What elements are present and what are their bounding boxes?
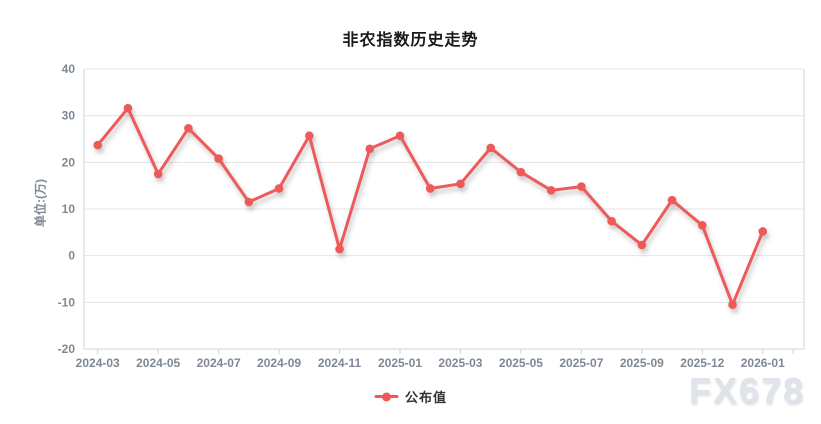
data-point[interactable] bbox=[637, 240, 647, 250]
data-point[interactable] bbox=[244, 197, 254, 207]
data-point[interactable] bbox=[546, 186, 556, 195]
x-tick-label: 2025-03 bbox=[438, 356, 482, 370]
data-point[interactable] bbox=[425, 184, 435, 193]
legend-line-marker-icon bbox=[373, 392, 398, 401]
x-tick-label: 2025-07 bbox=[559, 356, 603, 370]
data-point[interactable] bbox=[123, 103, 133, 113]
chart-title: 非农指数历史走势 bbox=[342, 32, 479, 49]
legend-dot-icon bbox=[381, 392, 391, 401]
data-point[interactable] bbox=[305, 131, 314, 141]
y-tick-label: 0 bbox=[68, 249, 75, 263]
x-tick-label: 2024-09 bbox=[257, 356, 301, 370]
legend-item-published-value[interactable]: 公布值 bbox=[373, 387, 448, 406]
data-point[interactable] bbox=[577, 182, 586, 191]
data-point[interactable] bbox=[667, 195, 677, 205]
data-point[interactable] bbox=[486, 143, 495, 153]
x-tick-label: 2024-11 bbox=[318, 356, 362, 370]
data-point[interactable] bbox=[274, 184, 284, 193]
x-tick-label: 2024-07 bbox=[197, 356, 241, 370]
x-tick-label: 2024-05 bbox=[136, 356, 180, 370]
data-point[interactable] bbox=[395, 131, 405, 141]
y-tick-label: 20 bbox=[62, 155, 76, 169]
data-point[interactable] bbox=[758, 227, 768, 236]
data-point[interactable] bbox=[153, 169, 163, 179]
data-point[interactable] bbox=[728, 300, 737, 309]
series-line bbox=[96, 106, 765, 307]
data-point[interactable] bbox=[184, 123, 193, 133]
data-point[interactable] bbox=[335, 244, 344, 254]
fx678-watermark: FX678 bbox=[688, 370, 805, 411]
data-point[interactable] bbox=[93, 140, 102, 150]
y-tick-label: -10 bbox=[58, 295, 76, 309]
x-tick-label: 2024-03 bbox=[76, 356, 120, 370]
x-tick-label: 2025-05 bbox=[499, 356, 543, 370]
y-tick-label: 40 bbox=[62, 62, 76, 76]
x-tick-label: 2025-09 bbox=[620, 356, 664, 370]
data-point[interactable] bbox=[456, 179, 465, 189]
data-point[interactable] bbox=[365, 144, 375, 154]
x-tick-label: 2025-01 bbox=[378, 356, 422, 370]
y-tick-label: -20 bbox=[58, 342, 76, 356]
data-point[interactable] bbox=[698, 221, 707, 230]
y-tick-label: 30 bbox=[62, 109, 76, 123]
x-tick-label: 2025-12 bbox=[680, 356, 724, 370]
y-tick-label: 10 bbox=[62, 202, 76, 216]
data-point[interactable] bbox=[516, 167, 526, 177]
legend-label: 公布值 bbox=[404, 390, 448, 405]
series-published-value bbox=[93, 103, 768, 309]
data-point[interactable] bbox=[607, 216, 616, 226]
data-point[interactable] bbox=[214, 154, 223, 163]
x-tick-label: 2026-01 bbox=[741, 356, 785, 370]
